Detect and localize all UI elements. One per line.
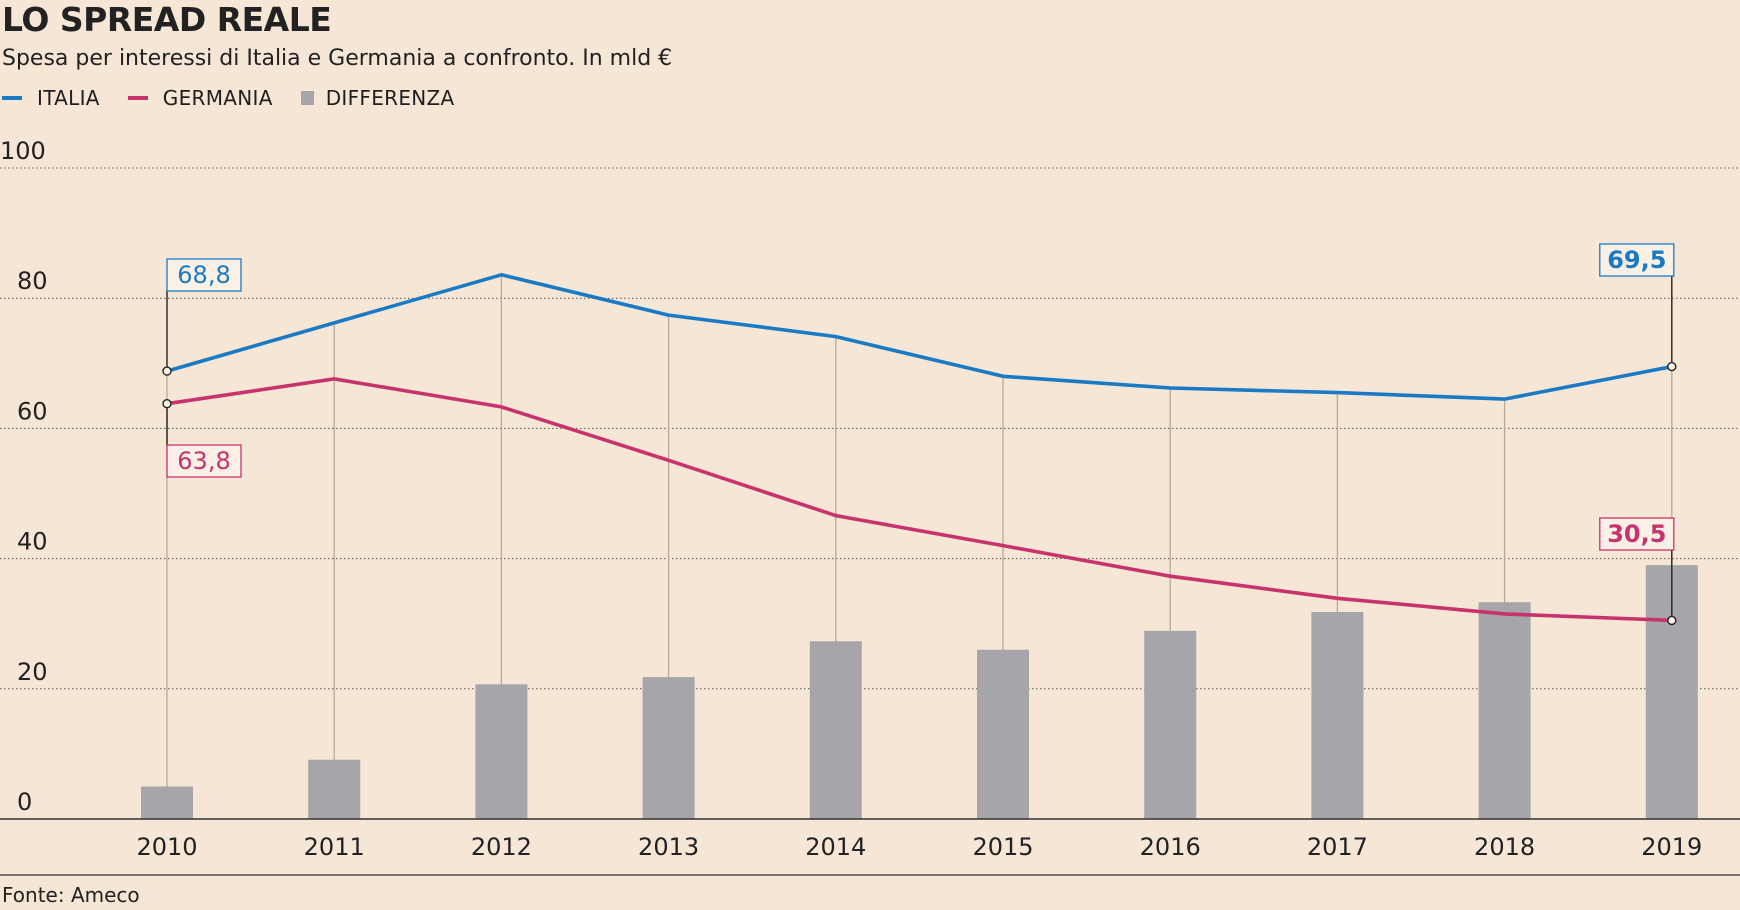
x-tick-label: 2011 xyxy=(304,833,365,861)
bar-differenza xyxy=(977,649,1029,819)
x-tick-label: 2015 xyxy=(972,833,1033,861)
legend-item-differenza: DIFFERENZA xyxy=(300,86,455,110)
legend-item-italia: ITALIA xyxy=(2,86,100,110)
x-tick-label: 2016 xyxy=(1140,833,1201,861)
chart-title: LO SPREAD REALE xyxy=(2,0,332,39)
y-tick-label: 20 xyxy=(17,658,48,686)
legend-item-germania: GERMANIA xyxy=(127,86,273,110)
annotation-box xyxy=(1599,517,1675,551)
legend-swatch-differenza xyxy=(300,91,314,105)
bar-differenza xyxy=(308,759,361,819)
legend-label-differenza: DIFFERENZA xyxy=(325,86,455,110)
annotation-label: 63,8 xyxy=(177,447,230,475)
bar-differenza xyxy=(1144,630,1197,819)
legend: ITALIA GERMANIA DIFFERENZA xyxy=(2,86,483,110)
y-tick-label: 80 xyxy=(17,267,48,295)
legend-swatch-germania xyxy=(127,96,148,100)
legend-swatch-italia xyxy=(2,96,22,100)
x-tick-label: 2013 xyxy=(638,833,699,861)
x-tick-label: 2010 xyxy=(136,833,197,861)
source-note: Fonte: Ameco xyxy=(2,883,140,907)
series-line-italia xyxy=(166,272,1673,401)
annotation-label: 69,5 xyxy=(1607,246,1666,274)
y-tick-label: 0 xyxy=(17,788,32,816)
bar-differenza xyxy=(475,684,528,819)
annotation-box xyxy=(166,444,242,478)
series-line-germania xyxy=(166,377,1672,623)
annotation-box xyxy=(166,258,242,292)
legend-label-germania: GERMANIA xyxy=(162,86,273,110)
annotation-box xyxy=(1599,243,1675,277)
annotation-marker xyxy=(162,366,172,376)
bar-differenza xyxy=(1478,602,1531,819)
x-tick-label: 2019 xyxy=(1641,833,1702,861)
annotation-label: 68,8 xyxy=(177,261,230,289)
legend-label-italia: ITALIA xyxy=(37,86,100,110)
bar-differenza xyxy=(642,677,695,819)
x-tick-label: 2018 xyxy=(1474,833,1535,861)
x-tick-label: 2014 xyxy=(805,833,866,861)
x-tick-label: 2017 xyxy=(1307,833,1368,861)
bar-differenza xyxy=(809,641,862,819)
annotation-marker xyxy=(1667,361,1677,372)
y-tick-label: 100 xyxy=(0,137,46,165)
bar-differenza xyxy=(141,786,193,819)
annotation-marker xyxy=(1667,615,1677,626)
y-tick-label: 40 xyxy=(17,528,48,556)
bar-differenza xyxy=(1311,611,1364,819)
annotation-label: 30,5 xyxy=(1607,520,1666,548)
x-tick-label: 2012 xyxy=(471,833,532,861)
y-tick-label: 60 xyxy=(17,397,48,425)
annotation-marker xyxy=(162,398,172,409)
chart-subtitle: Spesa per interessi di Italia e Germania… xyxy=(2,46,673,71)
